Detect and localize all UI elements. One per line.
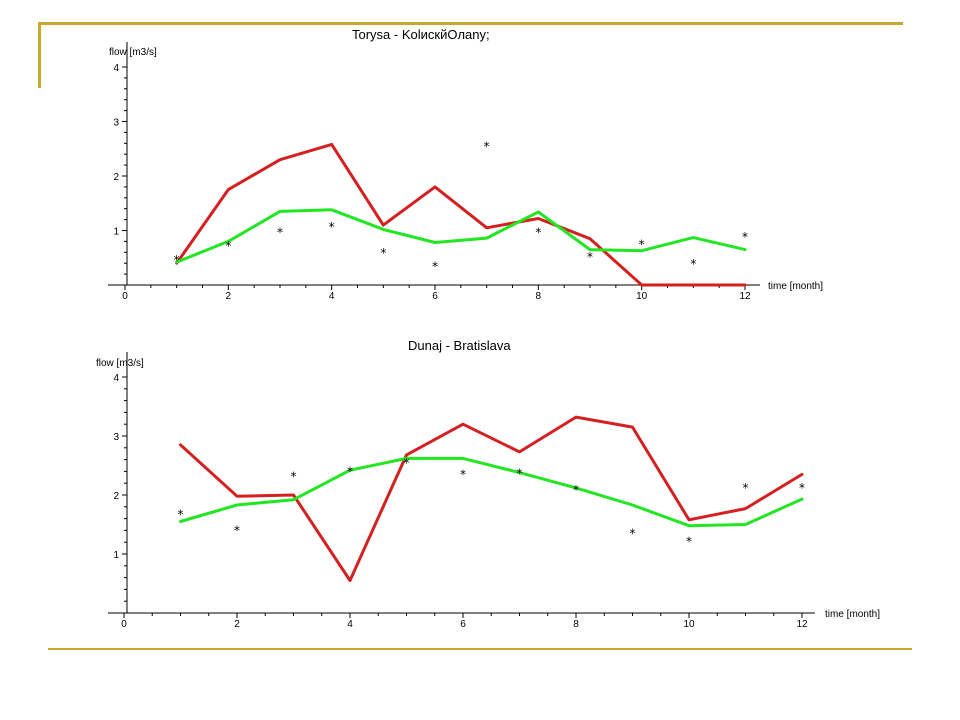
data-point-marker: *	[484, 139, 490, 153]
chart-torysa: Torysa - KolискйOлany; flow [m3/s] time …	[108, 27, 823, 302]
data-point-marker: *	[535, 226, 541, 240]
data-point-marker: *	[690, 257, 696, 271]
x-tick-label: 12	[796, 619, 808, 630]
data-point-marker: *	[329, 220, 335, 234]
x-tick-label: 0	[122, 291, 128, 302]
y-tick-label: 2	[113, 172, 119, 183]
data-point-marker: *	[742, 230, 748, 244]
data-point-marker: *	[587, 250, 593, 264]
x-tick-label: 10	[636, 291, 648, 302]
x-tick-label: 0	[121, 619, 127, 630]
series-line-red	[175, 142, 747, 287]
data-point-marker: *	[174, 253, 180, 267]
x-axis-label: time [month]	[825, 609, 880, 620]
data-point-marker: *	[799, 481, 805, 495]
data-point-marker: *	[277, 226, 283, 240]
data-point-marker: *	[686, 534, 692, 548]
x-tick-label: 6	[432, 291, 438, 302]
y-tick-label: 2	[113, 491, 119, 502]
x-tick-label: 10	[683, 619, 695, 630]
data-point-marker: *	[630, 527, 636, 541]
x-tick-label: 6	[460, 619, 466, 630]
chart-title: Torysa - KolискйOлany;	[352, 27, 490, 42]
y-tick-label: 3	[113, 432, 119, 443]
data-point-marker: *	[639, 237, 645, 251]
chart-dunaj: Dunaj - Bratislava flow [m3/s] time [mon…	[96, 338, 880, 630]
data-point-marker: *	[291, 469, 297, 483]
data-point-marker: *	[573, 483, 579, 497]
data-point-marker: *	[234, 524, 240, 538]
x-axis-label: time [month]	[768, 281, 823, 292]
data-point-marker: *	[380, 246, 386, 260]
y-tick-label: 1	[113, 550, 119, 561]
y-axis-label: flow [m3/s]	[96, 358, 144, 369]
x-tick-label: 8	[573, 619, 579, 630]
y-tick-label: 1	[113, 227, 119, 238]
series-line-green	[175, 208, 747, 264]
data-point-marker: *	[432, 259, 438, 273]
slide-bottom-rule	[48, 648, 912, 650]
x-tick-label: 2	[226, 291, 232, 302]
slide-top-rule	[40, 22, 903, 25]
data-point-marker: *	[225, 239, 231, 253]
x-tick-label: 2	[234, 619, 240, 630]
data-point-marker: *	[178, 508, 184, 522]
x-tick-label: 4	[329, 291, 335, 302]
y-tick-label: 4	[113, 63, 119, 74]
x-tick-label: 4	[347, 619, 353, 630]
data-point-marker: *	[460, 468, 466, 482]
series-line-red	[179, 415, 804, 582]
data-point-marker: *	[404, 456, 410, 470]
x-tick-label: 8	[536, 291, 542, 302]
data-point-marker: *	[743, 481, 749, 495]
x-tick-label: 12	[739, 291, 751, 302]
chart-title: Dunaj - Bratislava	[408, 338, 511, 353]
y-tick-label: 3	[113, 118, 119, 129]
slide-left-rule	[38, 22, 41, 88]
series-line-green	[179, 456, 804, 528]
y-axis-label: flow [m3/s]	[109, 47, 157, 58]
data-point-marker: *	[347, 465, 353, 479]
data-point-marker: *	[517, 466, 523, 480]
y-tick-label: 4	[113, 373, 119, 384]
